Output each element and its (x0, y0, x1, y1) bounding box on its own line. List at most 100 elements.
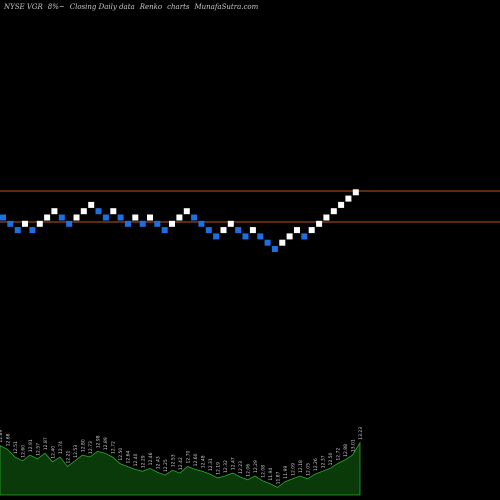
renko-brick (117, 214, 124, 221)
renko-brick (264, 239, 271, 246)
renko-brick (316, 220, 323, 227)
renko-brick (80, 208, 87, 215)
volume-label: 12.53 (73, 445, 79, 458)
volume-label: 12.60 (193, 453, 199, 466)
renko-brick (169, 220, 175, 227)
volume-label: 12.05 (306, 463, 312, 476)
volume-label: 12.91 (28, 439, 34, 452)
volume-label: 12.73 (88, 441, 94, 454)
volume-label: 12.21 (66, 450, 72, 463)
volume-label: 13.23 (358, 427, 364, 440)
volume-label: 12.25 (163, 459, 169, 472)
volume-label: 12.80 (81, 439, 87, 452)
renko-brick (88, 201, 95, 208)
renko-brick (352, 189, 359, 196)
volume-label: 12.29 (253, 460, 259, 473)
renko-brick (183, 208, 190, 215)
volume-label: 12.37 (321, 455, 327, 468)
renko-brick (242, 233, 249, 240)
ticker-label: NYSE VGR (4, 3, 43, 11)
renko-brick (22, 220, 28, 227)
renko-brick (323, 214, 330, 221)
volume-area (0, 441, 361, 496)
renko-brick (308, 227, 315, 234)
renko-brick (0, 214, 6, 221)
volume-label: 12.08 (261, 465, 267, 478)
renko-brick (301, 233, 308, 240)
renko-brick (279, 239, 286, 246)
renko-brick (7, 220, 14, 227)
volume-label: 12.98 (96, 435, 102, 448)
renko-brick (58, 214, 65, 221)
renko-brick (249, 227, 256, 234)
volume-label: 12.06 (246, 464, 252, 477)
change-label: 8%~ (47, 3, 65, 11)
volume-label: 12.89 (0, 430, 4, 443)
volume-label: 12.43 (156, 456, 162, 469)
volume-label: 12.72 (111, 441, 117, 454)
volume-label: 12.89 (103, 437, 109, 450)
volume-label: 12.72 (336, 448, 342, 461)
volume-label: 12.64 (126, 450, 132, 463)
renko-brick (14, 227, 21, 234)
renko-brick (147, 214, 153, 221)
volume-label: 12.57 (36, 443, 42, 456)
renko-brick (271, 246, 278, 252)
source-label: MunafaSutra.com (194, 3, 259, 11)
volume-label: 12.32 (223, 460, 229, 473)
renko-brick (95, 208, 102, 215)
volume-label: 12.88 (343, 444, 349, 457)
renko-brick (213, 233, 220, 240)
renko-brick (345, 195, 352, 202)
volume-label: 11.94 (268, 468, 274, 481)
volume-label: 12.40 (51, 446, 57, 459)
volume-label: 12.48 (201, 455, 207, 468)
renko-brick (330, 208, 337, 215)
renko-brick (235, 227, 242, 234)
volume-label: 12.50 (118, 448, 124, 461)
renko-brick (198, 220, 205, 227)
renko-brick (161, 227, 168, 234)
volume-label: 12.87 (43, 437, 49, 450)
suffix-label: charts (167, 3, 190, 11)
volume-label: 12.60 (21, 445, 27, 458)
renko-brick (73, 214, 80, 221)
renko-brick (44, 214, 51, 221)
volume-label: 12.19 (216, 462, 222, 475)
volume-label: 12.70 (186, 450, 192, 463)
volume-label: 11.87 (276, 471, 282, 484)
volume-label: 12.18 (298, 460, 304, 473)
renko-brick (176, 214, 183, 221)
renko-brick (132, 214, 139, 221)
volume-label: 12.26 (313, 458, 319, 471)
volume-label: 12.09 (291, 463, 297, 476)
volume-label: 12.46 (148, 452, 154, 465)
renko-brick (338, 201, 345, 208)
volume-label: 12.51 (13, 441, 19, 454)
renko-brick (154, 220, 161, 227)
volume-label: 13.01 (351, 439, 357, 452)
chart-header: NYSE VGR 8%~ Closing Daily data Renko charts… (4, 3, 263, 11)
renko-brick (110, 208, 117, 215)
renko-brick (36, 220, 43, 227)
volume-label: 12.31 (208, 458, 214, 471)
renko-brick (66, 220, 73, 227)
renko-brick (51, 208, 58, 215)
renko-brick (294, 227, 300, 234)
caption-label: Closing Daily data (69, 3, 135, 11)
volume-label: 12.29 (141, 455, 147, 468)
renko-brick (220, 227, 227, 234)
renko-brick (205, 227, 212, 234)
volume-label: 11.99 (283, 466, 289, 479)
renko-brick (124, 220, 131, 227)
chart-kind-label: Renko (139, 3, 163, 11)
volume-label: 12.68 (6, 433, 12, 446)
renko-brick (257, 233, 264, 240)
volume-label: 12.23 (238, 461, 244, 474)
renko-brick (102, 214, 109, 221)
volume-label: 12.74 (58, 441, 64, 454)
renko-brick (227, 220, 234, 227)
volume-label: 12.53 (171, 454, 177, 467)
